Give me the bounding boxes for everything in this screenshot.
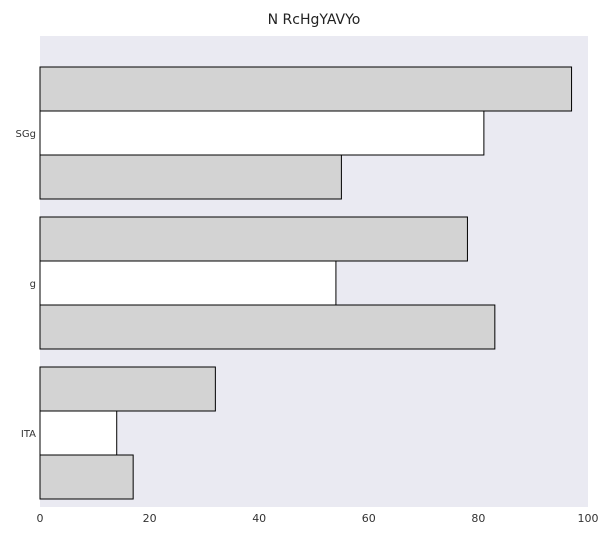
category-label: g [30,279,36,290]
bar-g-1 [40,217,467,261]
category-label: SGg [16,129,36,140]
x-tick-label: 40 [252,512,266,525]
x-tick-label: 80 [471,512,485,525]
bar-ita-3 [40,455,133,499]
x-tick-label: 20 [143,512,157,525]
bar-ita-2 [40,411,117,455]
bar-ita-1 [40,367,215,411]
chart-title: N RcHgYAVYo [268,12,361,28]
bar-g-2 [40,261,336,305]
bar-sgg-1 [40,67,572,111]
category-label: ITA [21,429,36,440]
x-axis-ticks: 0 20 40 60 80 100 [37,512,599,525]
x-tick-label: 100 [578,512,599,525]
category-labels: SGg g ITA [16,129,37,440]
bar-sgg-3 [40,155,341,199]
x-tick-label: 0 [37,512,44,525]
bar-g-3 [40,305,495,349]
x-tick-label: 60 [362,512,376,525]
bar-sgg-2 [40,111,484,155]
